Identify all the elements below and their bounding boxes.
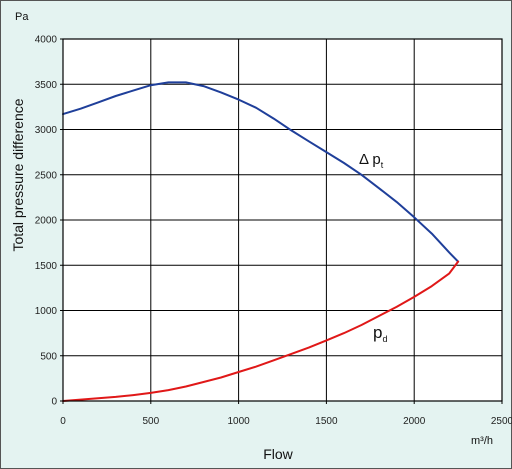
series-line-total-pressure	[62, 81, 460, 263]
series-label-total-pressure-subscript: t	[381, 160, 384, 170]
x-tick-label-0: 0	[60, 416, 66, 427]
y-unit-label: Pa	[15, 11, 29, 23]
x-tick-label-1000: 1000	[227, 416, 250, 427]
grid	[63, 39, 502, 401]
y-tick-label-3500: 3500	[35, 80, 58, 91]
y-tick-label-500: 500	[40, 351, 57, 362]
x-axis-title: Flow	[263, 446, 293, 462]
series-label-dynamic-pressure-name: p	[373, 323, 382, 342]
y-tick-label-1500: 1500	[35, 261, 58, 272]
x-tick-label-2500: 2500	[491, 416, 512, 427]
series-label-total-pressure-name: Δ p	[359, 151, 381, 168]
series-label-total-pressure: Δ pt	[359, 151, 384, 170]
y-tick-label-2500: 2500	[35, 170, 58, 181]
y-tick-label-1000: 1000	[35, 306, 58, 317]
y-axis-title: Total pressure difference	[10, 98, 26, 251]
y-tick-label-3000: 3000	[35, 125, 58, 136]
series-label-dynamic-pressure: pd	[373, 323, 387, 344]
y-tick-label-0: 0	[51, 397, 57, 408]
x-tick-labels: 0 500 1000 1500 2000 2500	[60, 401, 512, 427]
series-line-dynamic-pressure	[62, 260, 460, 402]
y-tick-label-2000: 2000	[35, 216, 58, 227]
x-tick-label-2000: 2000	[403, 416, 426, 427]
x-unit-label: m³/h	[471, 435, 493, 447]
x-tick-label-1500: 1500	[315, 416, 338, 427]
series-layer	[62, 81, 460, 402]
x-tick-label-500: 500	[142, 416, 159, 427]
series-label-dynamic-pressure-subscript: d	[382, 334, 387, 344]
y-tick-labels: 0 500 1000 1500 2000 2500 3000 3500 4000	[35, 35, 63, 408]
y-tick-label-4000: 4000	[35, 35, 58, 46]
